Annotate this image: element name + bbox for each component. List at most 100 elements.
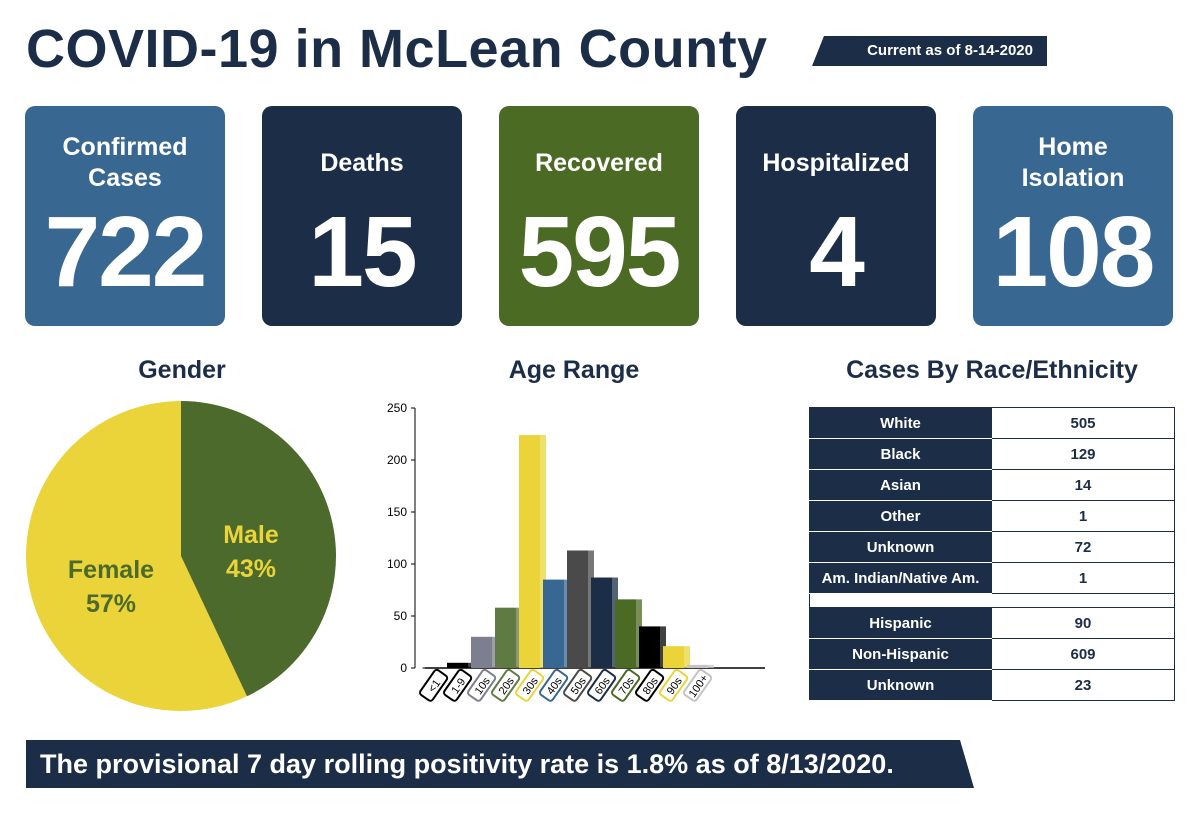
y-tick-label: 150 <box>387 505 407 519</box>
race-ethnicity-title: Cases By Race/Ethnicity <box>846 356 1138 384</box>
bar-side <box>708 664 714 668</box>
x-tick-tag-box <box>539 668 569 702</box>
stat-card-value: 4 <box>809 196 865 308</box>
table-row: Asian 14 <box>809 469 1175 501</box>
age-range-bar-chart: 0 50 100 150 200 250 <1 1-9 10s 20s 30s 40s 50s 60s 70… <box>387 401 765 702</box>
bar-50s <box>567 550 588 668</box>
gender-title: Gender <box>138 356 226 384</box>
pie-percent-label: 57% <box>86 590 136 618</box>
race-label-cell: White <box>809 407 992 439</box>
stat-card-recovered: Recovered 595 <box>499 106 699 326</box>
table-row: White 505 <box>809 407 1175 439</box>
race-label-cell: Non-Hispanic <box>809 638 992 670</box>
bar-100+ <box>687 664 708 668</box>
stat-card-label: Confirmed Cases <box>25 132 225 194</box>
y-tick-label: 250 <box>387 401 407 415</box>
pie-slice-female <box>25 401 247 711</box>
table-spacer-cell <box>809 593 1175 608</box>
bar-60s <box>591 577 612 668</box>
gender-pie-chart: Female 57% Male 43% <box>25 401 336 711</box>
x-tick-tag-box <box>611 668 641 702</box>
x-tick-tag-box <box>515 668 545 702</box>
race-value-cell: 90 <box>991 607 1175 639</box>
table-row: Unknown 72 <box>809 531 1175 563</box>
table-row: Unknown 23 <box>809 669 1175 701</box>
race-value-cell: 129 <box>991 438 1175 470</box>
race-value-cell: 609 <box>991 638 1175 670</box>
pie-category-label: Male <box>223 521 279 549</box>
x-tick-tag: 30s <box>515 668 545 702</box>
pie-percent-label: 43% <box>226 555 276 583</box>
bar-80s <box>639 626 660 668</box>
stat-card-label: Hospitalized <box>762 149 910 177</box>
x-tick-tag: 1-9 <box>443 668 473 702</box>
x-tick-tag: 60s <box>587 668 617 702</box>
stat-card-confirmed-cases: Confirmed Cases 722 <box>25 106 225 326</box>
race-value-cell: 23 <box>991 669 1175 701</box>
x-tick-tag-box <box>683 668 713 702</box>
bar-70s <box>615 599 636 668</box>
x-tick-tag-box <box>491 668 521 702</box>
stat-card-label: Deaths <box>320 149 404 177</box>
stat-card-value: 595 <box>518 196 682 308</box>
y-tick-label: 100 <box>387 557 407 571</box>
stat-card-home-isolation: Home Isolation 108 <box>973 106 1173 326</box>
race-value-cell: 14 <box>991 469 1175 501</box>
x-tick-tag: 50s <box>563 668 593 702</box>
x-tick-label: <1 <box>426 678 443 695</box>
bar-40s <box>543 579 564 668</box>
current-as-of-badge: Current as of 8-14-2020 <box>812 36 1047 66</box>
race-label-cell: Unknown <box>809 531 992 563</box>
stat-card-hospitalized: Hospitalized 4 <box>736 106 936 326</box>
table-row: Am. Indian/Native Am. 1 <box>809 562 1175 594</box>
table-spacer-row <box>809 593 1175 608</box>
stat-card-value: 108 <box>992 196 1156 308</box>
stat-card-value: 722 <box>44 196 208 308</box>
x-tick-tag: 90s <box>659 668 689 702</box>
x-tick-tag-box <box>587 668 617 702</box>
x-tick-tag-box <box>659 668 689 702</box>
stat-card-label: Recovered <box>535 149 663 177</box>
x-tick-tag: 40s <box>539 668 569 702</box>
page-title: COVID-19 in McLean County <box>26 19 768 79</box>
x-tick-tag: 70s <box>611 668 641 702</box>
x-tick-tag: 10s <box>467 668 497 702</box>
x-tick-tag: 20s <box>491 668 521 702</box>
y-tick-label: 0 <box>400 661 407 675</box>
stat-card-value: 15 <box>308 196 417 308</box>
race-label-cell: Hispanic <box>809 607 992 639</box>
pie-slice-male <box>181 401 336 697</box>
race-value-cell: 505 <box>991 407 1175 439</box>
pie-category-label: Female <box>68 556 154 584</box>
race-value-cell: 1 <box>991 562 1175 594</box>
race-label-cell: Black <box>809 438 992 470</box>
x-tick-tag-box <box>467 668 497 702</box>
stat-card-label-line: Confirmed <box>62 133 188 161</box>
bar-side <box>684 646 690 668</box>
y-tick-label: 200 <box>387 453 407 467</box>
x-tick-tag: <1 <box>419 668 449 702</box>
race-value-cell: 1 <box>991 500 1175 532</box>
stat-card-label-line: Cases <box>88 164 162 192</box>
bar-30s <box>519 435 540 668</box>
bar-20s <box>495 607 516 668</box>
x-tick-tag-box <box>563 668 593 702</box>
table-row: Non-Hispanic 609 <box>809 638 1175 670</box>
x-tick-tag-box <box>443 668 473 702</box>
age-range-title: Age Range <box>508 356 640 384</box>
x-tick-tag-box <box>419 668 449 702</box>
positivity-rate-banner: The provisional 7 day rolling positivity… <box>26 740 974 788</box>
stat-card-label: Home Isolation <box>973 132 1173 194</box>
race-value-cell: 72 <box>991 531 1175 563</box>
race-label-cell: Am. Indian/Native Am. <box>809 562 992 594</box>
table-row: Hispanic 90 <box>809 607 1175 639</box>
bar-1-9 <box>447 662 468 668</box>
race-label-cell: Other <box>809 500 992 532</box>
stat-card-label-line: Home <box>1038 133 1108 161</box>
bar-90s <box>663 646 684 668</box>
table-row: Other 1 <box>809 500 1175 532</box>
stat-card-label-line: Isolation <box>1021 164 1125 192</box>
y-tick-label: 50 <box>394 609 408 623</box>
race-ethnicity-table: White 505 Black 129 Asian 14 Other 1 Unknown 72 Am… <box>809 407 1175 701</box>
x-tick-tag: 100+ <box>683 668 713 702</box>
